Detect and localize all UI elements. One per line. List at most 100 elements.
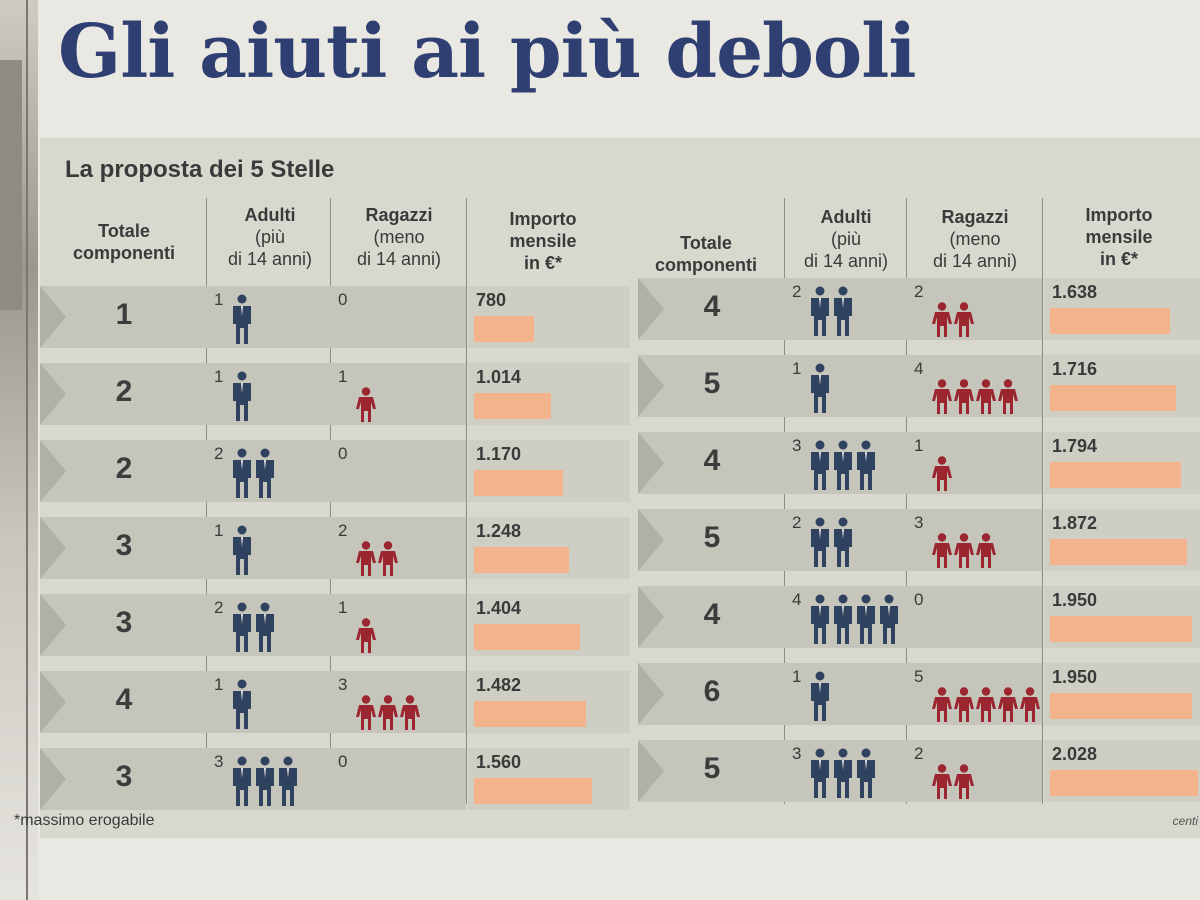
adults-cell: 1 [786, 663, 908, 725]
child-person-icon [932, 764, 952, 800]
child-person-icon [356, 695, 376, 731]
adults-cell: 4 [786, 586, 908, 648]
adults-figures [810, 440, 876, 490]
kids-cell: 0 [332, 440, 466, 502]
adults-count: 1 [214, 521, 224, 540]
monthly-amount: 1.638 [1052, 282, 1098, 302]
row-arrow-marker [40, 440, 66, 502]
header-line: di 14 anni) [227, 249, 313, 269]
amount-cell: 1.638 [1044, 278, 1200, 340]
adults-figures [232, 448, 275, 498]
monthly-amount: 2.028 [1052, 744, 1098, 764]
adults-count: 1 [214, 367, 224, 386]
kids-count: 0 [338, 444, 348, 463]
total-components: 4 [703, 290, 721, 323]
total-components: 3 [115, 606, 133, 639]
adults-figures [232, 602, 275, 652]
kids-count: 0 [338, 290, 348, 309]
adults-figures [810, 671, 830, 721]
table-row: 6 1 5 [638, 663, 1042, 725]
adults-cell: 1 [208, 363, 330, 425]
kids-cell: 2 [908, 740, 1042, 802]
adult-person-icon [856, 440, 876, 490]
amount-bar [474, 547, 569, 573]
child-person-icon [954, 533, 974, 569]
header-line: Totale [98, 221, 150, 241]
amount-cell: 1.170 [468, 440, 630, 502]
total-components: 5 [703, 752, 721, 785]
row-arrow-marker [40, 748, 66, 810]
amount-cell: 1.716 [1044, 355, 1200, 417]
header-importo-right: Importo mensile in €* [1044, 204, 1194, 270]
adult-person-icon [232, 602, 252, 652]
amount-bar [1050, 770, 1198, 796]
monthly-amount: 1.482 [476, 675, 522, 695]
header-line: Importo [1085, 205, 1153, 225]
kids-cell: 1 [332, 594, 466, 656]
adult-person-icon [810, 517, 830, 567]
header-line: Adulti [244, 205, 296, 225]
header-ragazzi-left: Ragazzi (meno di 14 anni) [332, 204, 466, 270]
adult-person-icon [255, 756, 275, 806]
child-person-icon [976, 379, 996, 415]
adults-cell: 3 [786, 740, 908, 802]
adult-person-icon [810, 363, 830, 413]
adult-person-icon [879, 594, 899, 644]
adult-person-icon [810, 286, 830, 336]
amount-cell: 1.482 [468, 671, 630, 733]
row-arrow-marker [40, 594, 66, 656]
monthly-amount: 1.950 [1052, 590, 1098, 610]
kids-cell: 0 [908, 586, 1042, 648]
header-importo-left: Importo mensile in €* [468, 208, 618, 274]
child-person-icon [932, 687, 952, 723]
kids-figures [932, 302, 974, 338]
adults-figures [810, 286, 853, 336]
header-line: componenti [655, 255, 757, 275]
adults-figures [810, 517, 853, 567]
header-line: di 14 anni) [803, 251, 889, 271]
adult-person-icon [856, 748, 876, 798]
header-line: Importo [509, 209, 577, 229]
table-row: 3 2 1 [40, 594, 466, 656]
row-arrow-marker [40, 517, 66, 579]
adults-figures [232, 294, 252, 344]
monthly-amount: 1.170 [476, 444, 522, 464]
child-person-icon [954, 302, 974, 338]
total-components: 2 [115, 375, 133, 408]
kids-cell: 0 [332, 748, 466, 810]
total-components: 1 [115, 298, 133, 331]
table-row: 4 4 0 [638, 586, 1042, 648]
row-arrow-marker [638, 278, 664, 340]
header-ragazzi-right: Ragazzi (meno di 14 anni) [908, 206, 1042, 272]
child-person-icon [954, 687, 974, 723]
total-components: 5 [703, 521, 721, 554]
header-line: (più [830, 229, 861, 249]
kids-cell: 3 [332, 671, 466, 733]
amount-bar [474, 701, 586, 727]
adults-figures [232, 756, 298, 806]
child-person-icon [356, 541, 376, 577]
amount-cell: 1.248 [468, 517, 630, 579]
amount-cell: 1.404 [468, 594, 630, 656]
adult-person-icon [856, 594, 876, 644]
column-rule [26, 0, 28, 900]
adult-person-icon [833, 517, 853, 567]
kids-cell: 5 [908, 663, 1042, 725]
adults-count: 3 [214, 752, 224, 771]
kids-count: 3 [914, 513, 924, 532]
child-person-icon [998, 687, 1018, 723]
adult-person-icon [255, 448, 275, 498]
kids-figures [932, 533, 996, 569]
kids-cell: 4 [908, 355, 1042, 417]
kids-count: 4 [914, 359, 924, 378]
kids-count: 2 [914, 282, 924, 301]
row-arrow-marker [638, 663, 664, 725]
amount-bar [474, 778, 592, 804]
monthly-amount: 1.248 [476, 521, 522, 541]
amount-cell: 1.872 [1044, 509, 1200, 571]
table-row: 4 1 3 [40, 671, 466, 733]
adults-count: 3 [792, 744, 802, 763]
total-components: 4 [703, 444, 721, 477]
column-divider [1042, 198, 1043, 804]
row-arrow-marker [638, 509, 664, 571]
